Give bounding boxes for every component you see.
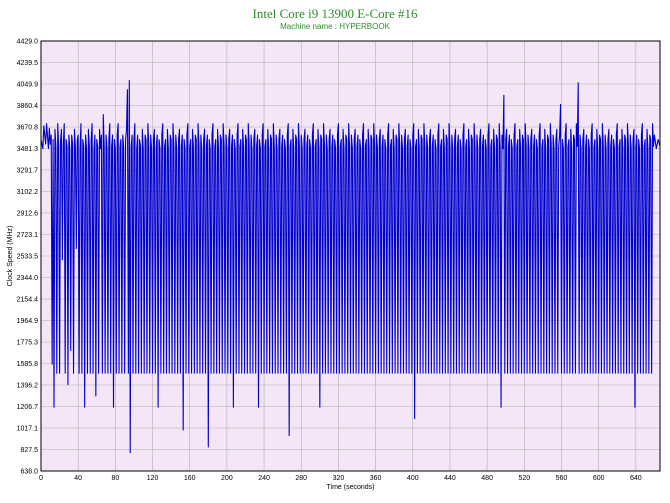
y-tick-label: 4429.0 <box>17 39 39 46</box>
x-axis-ticks: 0 40 80 120 160 200 240 280 320 360 400 440 480 520 56… <box>39 475 642 482</box>
x-tick-label: 520 <box>518 475 530 482</box>
y-axis-label: Clock Speed (MHz) <box>7 226 14 287</box>
x-tick-label: 80 <box>111 475 119 482</box>
x-tick-label: 0 <box>39 475 43 482</box>
y-tick-label: 3670.8 <box>17 125 39 132</box>
x-tick-label: 560 <box>556 475 568 482</box>
y-tick-label: 638.0 <box>20 469 38 476</box>
y-tick-label: 2533.5 <box>17 254 39 261</box>
y-tick-label: 1017.1 <box>17 426 39 433</box>
x-tick-label: 40 <box>74 475 82 482</box>
y-tick-label: 3860.4 <box>17 103 39 110</box>
y-tick-label: 1396.2 <box>17 383 39 390</box>
x-tick-label: 480 <box>481 475 493 482</box>
x-tick-label: 320 <box>333 475 345 482</box>
x-tick-label: 240 <box>258 475 270 482</box>
y-tick-label: 2723.1 <box>17 232 39 239</box>
y-tick-label: 3102.2 <box>17 189 39 196</box>
x-axis-label: Time (seconds) <box>327 484 375 491</box>
plot-border <box>40 40 661 472</box>
y-tick-label: 4049.9 <box>17 82 39 89</box>
chart-subtitle: Machine name : HYPERBOOK <box>280 22 390 31</box>
x-tick-label: 640 <box>630 475 642 482</box>
y-tick-label: 3291.7 <box>17 168 39 175</box>
y-tick-label: 827.5 <box>20 447 38 454</box>
x-tick-label: 200 <box>221 475 233 482</box>
x-tick-label: 280 <box>295 475 307 482</box>
x-tick-label: 160 <box>184 475 196 482</box>
y-tick-label: 1585.8 <box>17 361 39 368</box>
y-tick-label: 2912.6 <box>17 211 39 218</box>
x-tick-label: 360 <box>370 475 382 482</box>
y-axis-ticks: 638.0 827.5 1017.1 1206.7 1396.2 1585.8 1775.3… <box>17 39 39 476</box>
x-tick-label: 440 <box>444 475 456 482</box>
chart-title: Intel Core i9 13900 E-Core #16 <box>252 6 418 21</box>
y-tick-label: 2154.4 <box>17 297 39 304</box>
x-tick-label: 400 <box>407 475 419 482</box>
series-line <box>40 80 661 454</box>
x-tick-label: 120 <box>147 475 159 482</box>
y-tick-label: 4239.5 <box>17 60 39 67</box>
y-tick-label: 2344.0 <box>17 275 39 282</box>
y-tick-label: 3481.3 <box>17 146 39 153</box>
y-tick-label: 1964.9 <box>17 318 39 325</box>
x-tick-label: 600 <box>593 475 605 482</box>
y-tick-label: 1206.7 <box>17 404 39 411</box>
y-tick-label: 1775.3 <box>17 340 39 347</box>
